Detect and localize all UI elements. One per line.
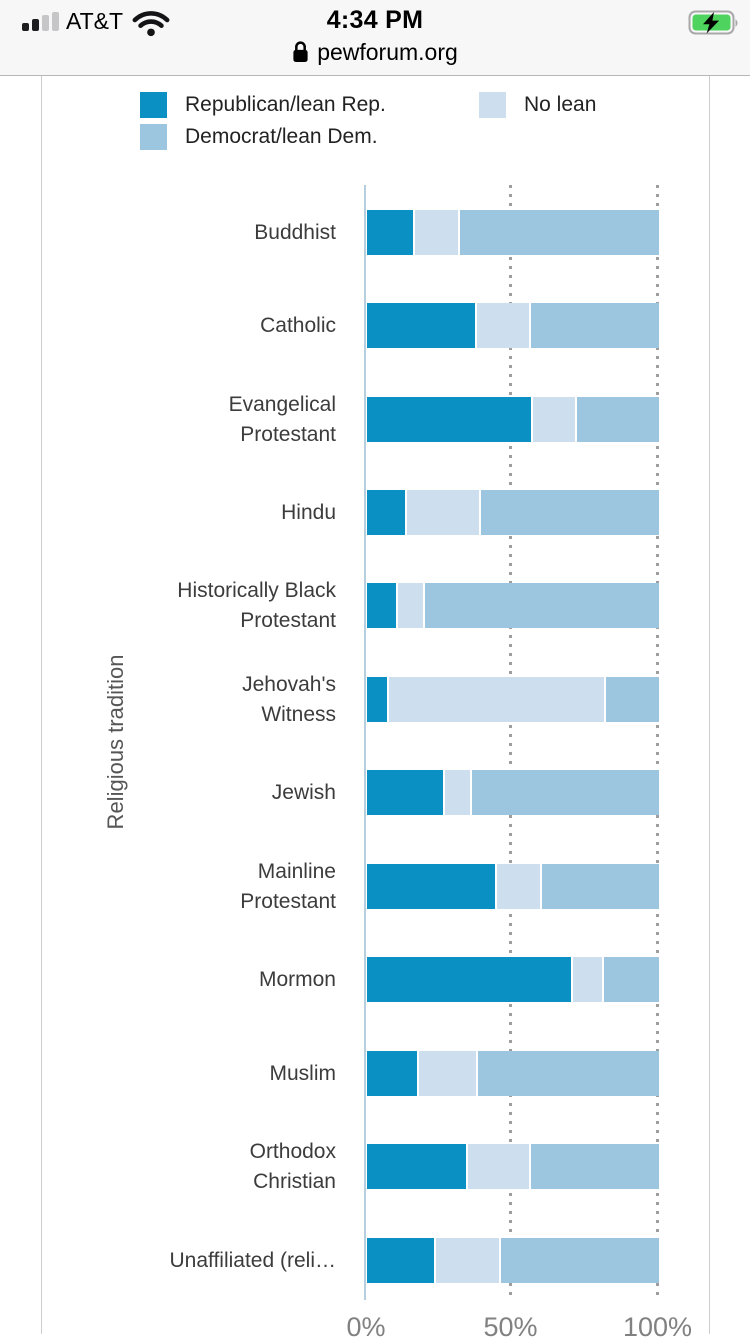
- stacked-bar: [367, 677, 659, 722]
- legend-label: Republican/lean Rep.: [185, 93, 386, 116]
- bar-segment: [367, 1144, 467, 1189]
- battery-charging-icon: [688, 10, 740, 41]
- category-label: Jehovah's Witness: [242, 672, 336, 726]
- bar-segment: [367, 677, 388, 722]
- gridline-100pct: [656, 185, 659, 1300]
- bar-segment: [416, 1051, 478, 1096]
- y-axis-line: [364, 185, 366, 1300]
- legend-item-democrat[interactable]: Democrat/lean Dem.: [140, 124, 378, 150]
- cellular-signal-icon: [22, 12, 59, 31]
- category-label: Evangelical Protestant: [228, 392, 336, 446]
- bar-segment: [413, 210, 460, 255]
- category-label: Muslim: [269, 1061, 337, 1085]
- bar-segment: [477, 1051, 659, 1096]
- bar-segment: [530, 397, 578, 442]
- bar-segment: [442, 770, 473, 815]
- bar-segment: [367, 210, 414, 255]
- bar-segment: [367, 770, 443, 815]
- bar-segment: [603, 957, 659, 1002]
- bar-segment: [404, 490, 481, 535]
- gridline-50pct: [509, 185, 512, 1300]
- category-label: Buddhist: [254, 220, 336, 244]
- bar-segment: [367, 397, 531, 442]
- bar-segment: [434, 1238, 502, 1283]
- x-tick-label: 0%: [346, 1312, 386, 1342]
- bar-segment: [472, 770, 659, 815]
- url-bar[interactable]: pewforum.org: [0, 39, 750, 66]
- bar-segment: [480, 490, 659, 535]
- stacked-bar: [367, 1238, 659, 1283]
- category-label: Unaffiliated (reli…: [169, 1248, 336, 1272]
- bar-segment: [542, 864, 659, 909]
- bar-segment: [367, 583, 397, 628]
- bar-segment: [367, 303, 476, 348]
- x-tick-label: 100%: [622, 1312, 693, 1342]
- category-label: Historically Black Protestant: [177, 578, 336, 632]
- bar-segment: [577, 397, 659, 442]
- category-label: Jewish: [271, 780, 336, 804]
- url-text: pewforum.org: [317, 39, 458, 65]
- category-label: Mainline Protestant: [240, 859, 336, 913]
- legend-swatch-no-lean: [479, 92, 506, 118]
- bar-segment: [367, 1238, 435, 1283]
- stacked-bar: [367, 210, 659, 255]
- stacked-bar: [367, 303, 659, 348]
- bar-segment: [367, 864, 496, 909]
- bar-segment: [501, 1238, 659, 1283]
- carrier-label: AT&T: [66, 8, 124, 34]
- legend-swatch-republican: [140, 92, 167, 118]
- bar-segment: [571, 957, 604, 1002]
- x-tick-label: 50%: [483, 1312, 538, 1342]
- bar-segment: [495, 864, 543, 909]
- stacked-bar: [367, 864, 659, 909]
- bar-segment: [475, 303, 531, 348]
- wifi-icon: [132, 9, 170, 43]
- bar-segment: [367, 957, 572, 1002]
- content-right-border: [709, 76, 710, 1334]
- content-left-border: [41, 76, 42, 1334]
- bar-segment: [396, 583, 426, 628]
- stacked-bar: [367, 490, 659, 535]
- legend-label: No lean: [524, 93, 597, 116]
- bar-segment: [425, 583, 659, 628]
- category-label: Orthodox Christian: [249, 1139, 336, 1193]
- legend-swatch-democrat: [140, 124, 167, 150]
- category-label: Mormon: [258, 967, 336, 991]
- bar-segment: [466, 1144, 531, 1189]
- stacked-bar: [367, 770, 659, 815]
- bar-segment: [387, 677, 607, 722]
- category-label: Hindu: [281, 500, 336, 524]
- clock-time: 4:34 PM: [326, 6, 424, 34]
- status-bar: AT&T 4:34 PM pewforum.org: [0, 0, 750, 76]
- stacked-bar: [367, 583, 659, 628]
- stacked-bar: [367, 957, 659, 1002]
- legend-item-no-lean[interactable]: No lean: [479, 92, 596, 118]
- bar-segment: [606, 677, 659, 722]
- legend-item-republican[interactable]: Republican/lean Rep.: [140, 92, 386, 118]
- category-label: Catholic: [260, 313, 336, 337]
- bar-segment: [459, 210, 659, 255]
- bar-segment: [367, 490, 405, 535]
- bar-segment: [367, 1051, 417, 1096]
- stacked-bar: [367, 1051, 659, 1096]
- lock-icon: [293, 41, 308, 62]
- stacked-bar: [367, 397, 659, 442]
- y-axis-title: Religious tradition: [103, 654, 128, 830]
- legend-label: Democrat/lean Dem.: [185, 125, 378, 148]
- bar-segment: [530, 1144, 659, 1189]
- stacked-bar: [367, 1144, 659, 1189]
- bar-segment: [530, 303, 659, 348]
